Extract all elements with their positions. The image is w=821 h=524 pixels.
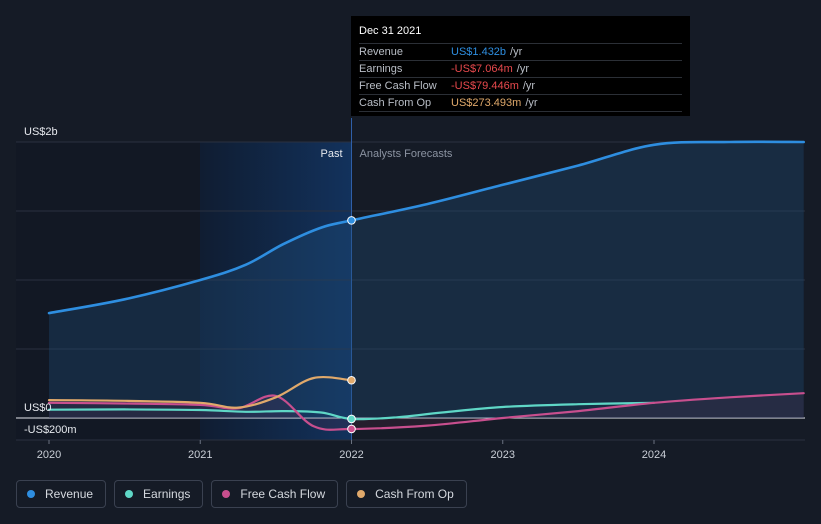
cash-from-op-line [47, 375, 353, 409]
tooltip-unit: /yr [522, 80, 536, 92]
earnings-marker [347, 414, 356, 424]
legend-dot-icon [27, 490, 35, 498]
y-axis-label: -US$200m [24, 424, 77, 436]
forecast-label: Analysts Forecasts [360, 148, 453, 160]
tooltip-row-revenue: Revenue US$1.432b /yr [359, 43, 682, 60]
revenue-marker [347, 216, 356, 225]
legend-item-revenue[interactable]: Revenue [16, 480, 107, 508]
tooltip-label: Earnings [359, 63, 403, 75]
revenue-line [47, 140, 805, 315]
tooltip-row-cash-from-op: Cash From Op US$273.493m /yr [359, 94, 682, 112]
legend-label: Cash From Op [375, 487, 454, 501]
x-tick-label: 2022 [339, 449, 363, 461]
x-tick-label: 2023 [491, 449, 515, 461]
free-cash-flow-area [49, 393, 804, 430]
tooltip-value: US$273.493m [451, 97, 522, 109]
tooltip-label: Free Cash Flow [359, 80, 437, 92]
x-tick-label: 2020 [37, 449, 61, 461]
revenue-area [49, 141, 804, 418]
tooltip-value: US$1.432b [451, 46, 507, 58]
tooltip-unit: /yr [516, 63, 529, 75]
legend-dot-icon [125, 490, 134, 498]
legend-dot-icon [357, 490, 366, 498]
legend: Revenue Earnings Free Cash Flow Cash Fro… [16, 480, 467, 508]
legend-label: Revenue [45, 487, 94, 501]
x-tick-label: 2024 [642, 449, 666, 461]
tooltip-value: -US$79.446m [451, 80, 519, 92]
y-axis-label: US$0 [24, 402, 52, 414]
y-axis-label: US$2b [24, 126, 58, 138]
legend-dot-icon [222, 490, 231, 498]
past-label: Past [320, 148, 342, 160]
cash-from-op-marker [347, 375, 356, 385]
chart-plot: 2020 2021 2022 2023 2024 US$2b US$0 -US$200m Pas… [16, 118, 805, 461]
tooltip: Dec 31 2021 Revenue US$1.432b /yr Earnin… [351, 16, 690, 116]
legend-label: Earnings [143, 487, 191, 501]
tooltip-unit: /yr [510, 46, 523, 58]
x-tick-label: 2021 [188, 449, 212, 461]
past-region-highlight [200, 142, 351, 440]
tooltip-row-earnings: Earnings -US$7.064m /yr [359, 60, 682, 77]
legend-item-free-cash-flow[interactable]: Free Cash Flow [211, 480, 339, 508]
free-cash-flow-marker [347, 424, 356, 434]
tooltip-date: Dec 31 2021 [359, 25, 422, 37]
legend-item-earnings[interactable]: Earnings [114, 480, 204, 508]
past-region-dark [16, 142, 200, 440]
tooltip-label: Cash From Op [359, 97, 432, 109]
free-cash-flow-line [47, 392, 805, 431]
tooltip-row-free-cash-flow: Free Cash Flow -US$79.446m /yr [359, 77, 682, 94]
tooltip-unit: /yr [525, 97, 538, 109]
legend-item-cash-from-op[interactable]: Cash From Op [346, 480, 467, 508]
tooltip-value: -US$7.064m [451, 63, 513, 75]
earnings-line [47, 401, 656, 421]
legend-label: Free Cash Flow [240, 487, 326, 501]
tooltip-label: Revenue [359, 46, 404, 58]
